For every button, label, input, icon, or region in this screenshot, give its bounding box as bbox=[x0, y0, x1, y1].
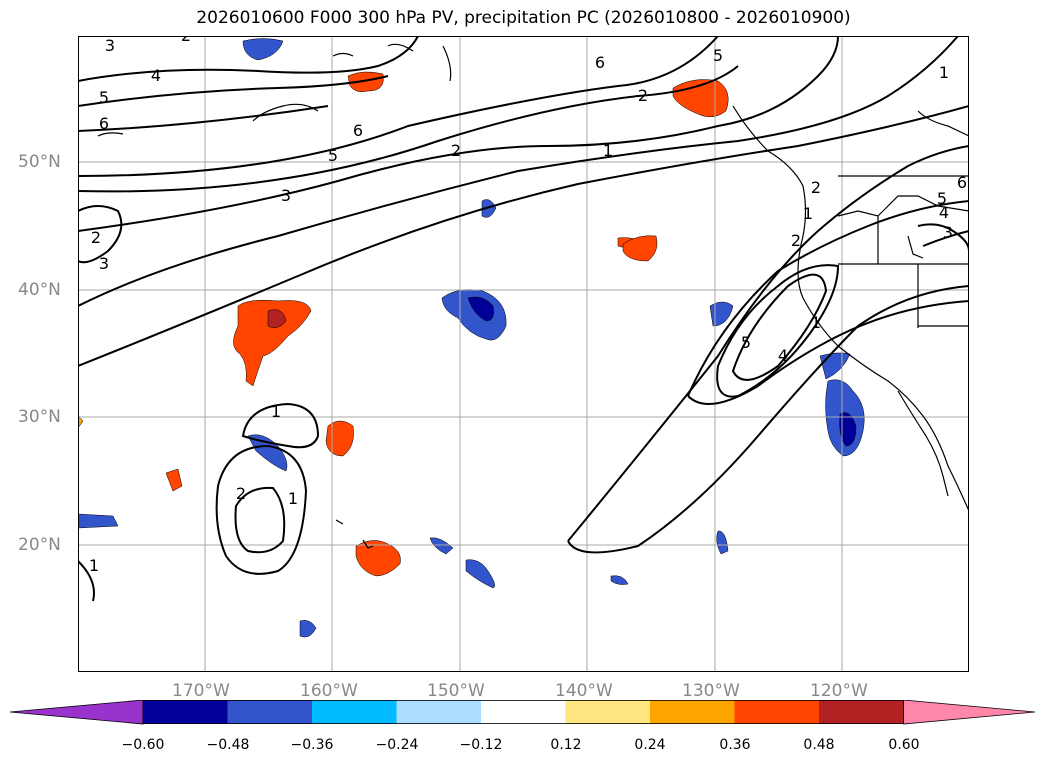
contour-label: 1 bbox=[288, 489, 298, 508]
map-title: 2026010600 F000 300 hPa PV, precipitatio… bbox=[196, 8, 851, 28]
colorbar-tick: 0.60 bbox=[888, 737, 920, 753]
precip-blob-pos bbox=[347, 71, 384, 93]
colorbar-tick: 0.24 bbox=[634, 737, 666, 753]
precip-blob-neg bbox=[242, 38, 284, 61]
colorbar-segment bbox=[396, 700, 481, 724]
contour-label: 1 bbox=[89, 556, 99, 575]
contour-label: 5 bbox=[937, 189, 947, 208]
precip-blob-pos bbox=[233, 299, 312, 387]
lat-label-50n: 50°N bbox=[18, 152, 61, 172]
contour-label: 2 bbox=[791, 231, 801, 250]
colorbar-tick: −0.24 bbox=[375, 737, 419, 753]
colorbar-segment bbox=[650, 700, 735, 724]
contour-label: 3 bbox=[105, 36, 115, 55]
contour-label: 5 bbox=[328, 146, 338, 165]
precip-blob-pos bbox=[165, 468, 183, 492]
colorbar-tick: −0.48 bbox=[206, 737, 250, 753]
lat-label-30n: 30°N bbox=[18, 407, 61, 427]
precip-blob-neg bbox=[247, 434, 288, 472]
contour-label: 2 bbox=[91, 228, 101, 247]
contour-label: 3 bbox=[281, 186, 291, 205]
contour-label: 3 bbox=[99, 254, 109, 273]
colorbar-extend-high bbox=[903, 700, 1036, 725]
colorbar-tick: 0.36 bbox=[719, 737, 751, 753]
contour-label: 1 bbox=[603, 141, 613, 160]
lon-label-120w: 120°W bbox=[810, 681, 868, 701]
colorbar-segment bbox=[565, 700, 650, 724]
contour-label: 1 bbox=[811, 313, 821, 332]
contour-label: 4 bbox=[939, 203, 949, 222]
lon-label-160w: 160°W bbox=[300, 681, 358, 701]
precip-blob-neg bbox=[610, 575, 629, 585]
contour-label: 2 bbox=[638, 86, 648, 105]
contour-label: 2 bbox=[451, 141, 461, 160]
lat-label-20n: 20°N bbox=[18, 535, 61, 555]
lon-label-150w: 150°W bbox=[427, 681, 485, 701]
colorbar-segment bbox=[734, 700, 819, 724]
precip-blob-pos bbox=[355, 540, 401, 577]
precip-blob-neg bbox=[465, 559, 495, 589]
colorbar-tick: 0.48 bbox=[803, 737, 835, 753]
colorbar-segment bbox=[227, 700, 312, 724]
contour-label: 6 bbox=[353, 121, 363, 140]
precip-blob-pos bbox=[325, 420, 354, 457]
colorbar-frame bbox=[142, 700, 904, 725]
precip-blob-neg-core bbox=[467, 296, 494, 322]
graticule bbox=[78, 36, 969, 672]
precip-blob-neg bbox=[429, 537, 454, 555]
colorbar bbox=[10, 700, 1036, 725]
precip-blob-neg-core bbox=[839, 412, 857, 447]
lon-label-130w: 130°W bbox=[682, 681, 740, 701]
contour-label: 2 bbox=[236, 484, 246, 503]
lon-label-170w: 170°W bbox=[172, 681, 230, 701]
contour-label: 4 bbox=[151, 66, 161, 85]
contour-label: 4 bbox=[778, 346, 788, 365]
colorbar-extend-low bbox=[10, 700, 144, 725]
contour-label: 2 bbox=[811, 178, 821, 197]
precip-blob-pos bbox=[78, 415, 84, 429]
precip-blob-neg bbox=[78, 513, 119, 529]
precip-blob-neg bbox=[481, 199, 497, 218]
contour-label: 6 bbox=[99, 114, 109, 133]
precip-blob-neg bbox=[299, 620, 317, 638]
colorbar-tick: −0.60 bbox=[121, 737, 165, 753]
lon-label-140w: 140°W bbox=[555, 681, 613, 701]
coastlines bbox=[97, 43, 969, 549]
contour-label: 5 bbox=[713, 46, 723, 65]
colorbar-tick: −0.36 bbox=[290, 737, 334, 753]
map-panel: 3 2 4 5 6 6 5 2 1 6 5 1 3 2 3 2 1 1 2 4 … bbox=[78, 36, 969, 672]
map-frame bbox=[78, 36, 969, 672]
colorbar-segment bbox=[819, 700, 904, 724]
contour-label: 1 bbox=[939, 63, 949, 82]
colorbar-tick: 0.12 bbox=[550, 737, 582, 753]
pv-contours bbox=[78, 36, 969, 602]
contour-label: 5 bbox=[99, 88, 109, 107]
contour-label: 5 bbox=[741, 333, 751, 352]
lat-label-40n: 40°N bbox=[18, 280, 61, 300]
precip-blob-neg bbox=[716, 530, 729, 555]
precip-blob-pos-core bbox=[267, 309, 287, 328]
colorbar-segment bbox=[481, 700, 566, 724]
contour-label: 2 bbox=[181, 36, 191, 45]
colorbar-tick: −0.12 bbox=[459, 737, 503, 753]
contour-label: 1 bbox=[271, 402, 281, 421]
contour-label: 6 bbox=[957, 173, 967, 192]
contour-label: 6 bbox=[595, 53, 605, 72]
precip-blob-neg bbox=[709, 301, 734, 327]
precip-blob-pos bbox=[622, 235, 658, 262]
colorbar-segment bbox=[312, 700, 397, 724]
colorbar-segment bbox=[143, 700, 228, 724]
contour-label: 3 bbox=[943, 223, 953, 242]
contour-label: 1 bbox=[803, 204, 813, 223]
pv-contour-labels: 3 2 4 5 6 6 5 2 1 6 5 1 3 2 3 2 1 1 2 4 … bbox=[89, 36, 967, 575]
precip-areas bbox=[78, 38, 865, 638]
